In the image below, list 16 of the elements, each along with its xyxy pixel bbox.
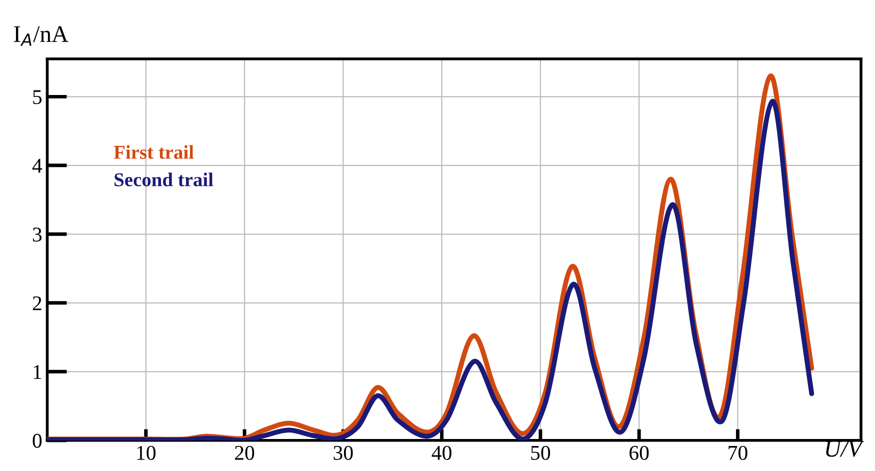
y-tick-label: 2 (32, 296, 42, 310)
y-axis-title: I$_{A}$/nA (14, 26, 68, 46)
y-tick-label: 0 (32, 434, 42, 448)
x-tick-label: 30 (334, 446, 353, 460)
x-tick-label: 70 (728, 446, 748, 460)
y-tick-label: 1 (34, 365, 42, 379)
y-tick-label: 5 (33, 90, 42, 104)
y-tick-label: 3 (32, 228, 42, 242)
text: First trail (114, 145, 194, 159)
x-tick-label: 10 (137, 446, 156, 460)
x-tick-label: 20 (235, 446, 254, 460)
x-tick-label: 60 (630, 446, 649, 460)
x-tick-label: 40 (432, 446, 452, 460)
text: Second trail (114, 172, 214, 186)
y-tick-label: 4 (32, 158, 42, 173)
x-tick-label: 50 (531, 446, 550, 460)
